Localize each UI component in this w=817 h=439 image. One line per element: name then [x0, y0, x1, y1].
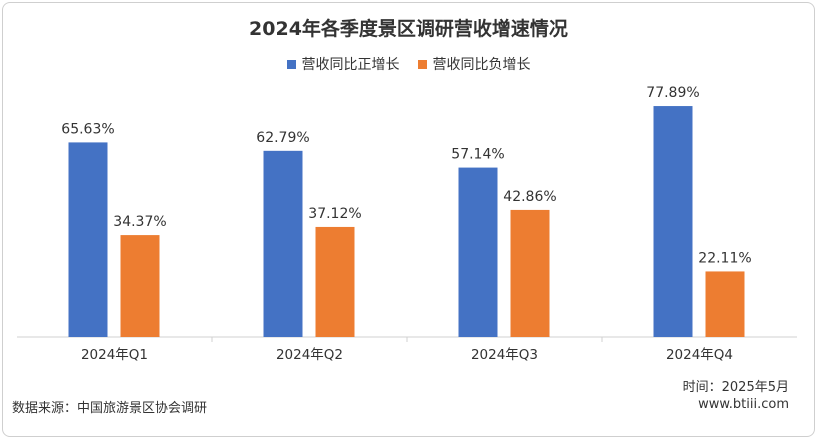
x-tick-label: 2024年Q2 — [276, 347, 343, 363]
legend-label-negative: 营收同比负增长 — [432, 57, 531, 73]
data-label: 42.86% — [503, 189, 556, 205]
bar-negative-q1 — [120, 235, 160, 337]
x-tick-label: 2024年Q1 — [81, 347, 148, 363]
bar-positive-q2 — [263, 150, 303, 337]
legend-label-positive: 营收同比正增长 — [301, 57, 400, 73]
data-label: 57.14% — [451, 147, 504, 163]
legend-swatch-positive — [286, 59, 296, 69]
data-label: 62.79% — [256, 130, 309, 146]
bar-positive-q4 — [653, 106, 693, 337]
bar-negative-q4 — [705, 271, 745, 337]
site-note: www.btiii.com — [698, 397, 789, 412]
bar-negative-q2 — [315, 226, 355, 337]
legend-item-positive: 营收同比正增长 — [286, 54, 400, 74]
data-label: 22.11% — [698, 250, 751, 266]
legend-item-negative: 营收同比负增长 — [417, 54, 531, 74]
data-label: 37.12% — [308, 206, 361, 222]
bar-positive-q3 — [458, 167, 498, 337]
data-label: 65.63% — [61, 121, 114, 137]
bar-negative-q3 — [510, 209, 550, 337]
chart-legend: 营收同比正增长 营收同比负增长 — [0, 54, 817, 74]
chart-title: 2024年各季度景区调研营收增速情况 — [249, 18, 568, 40]
x-tick-label: 2024年Q3 — [471, 347, 538, 363]
legend-swatch-negative — [417, 59, 427, 69]
data-label: 34.37% — [113, 214, 166, 230]
bar-positive-q1 — [68, 142, 108, 337]
source-note: 数据来源：中国旅游景区协会调研 — [12, 401, 208, 416]
date-note: 时间：2025年5月 — [682, 380, 789, 395]
data-label: 77.89% — [646, 85, 699, 101]
x-tick-label: 2024年Q4 — [666, 347, 733, 363]
